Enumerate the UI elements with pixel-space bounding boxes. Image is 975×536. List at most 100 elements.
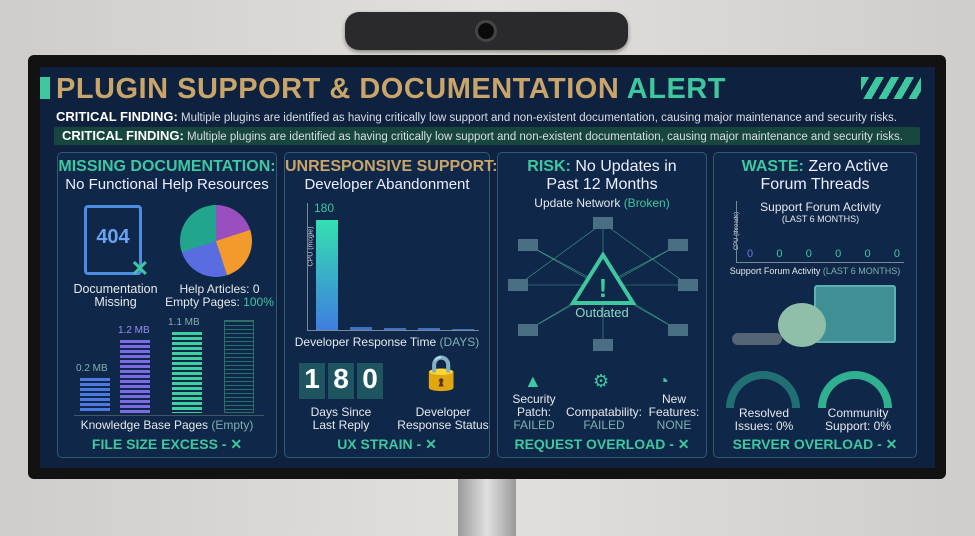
outdated-label: Outdated <box>575 305 629 320</box>
stat-line2: Features: <box>648 405 700 419</box>
xlabel-note: (LAST 6 MONTHS) <box>822 266 901 276</box>
resolved-gauge <box>726 371 800 408</box>
panel-heading-rest: Zero Active <box>808 158 889 175</box>
axis-note: (Empty) <box>211 418 254 432</box>
stack-label: 1.2 MB <box>118 325 150 336</box>
xlabel-text: Support Forum Activity <box>729 266 821 276</box>
status-label-line1: Developer <box>415 405 471 419</box>
counter-digit: 8 <box>328 363 354 399</box>
title-main: PLUGIN SUPPORT & DOCUMENTATION <box>56 73 620 105</box>
stat-features: New Features: NONE <box>644 393 704 432</box>
days-counter: 1 8 0 <box>299 363 383 399</box>
page-title: PLUGIN SUPPORT & DOCUMENTATION ALERT <box>56 73 726 106</box>
help-articles: Help Articles: 0 <box>179 282 260 296</box>
bar <box>418 328 440 330</box>
dust-cloud <box>732 333 782 345</box>
svg-text:!: ! <box>599 273 608 303</box>
plugin-network-icon: ⚙ <box>593 371 610 391</box>
stat-line1: Security <box>512 392 556 406</box>
panel-heading: MISSING DOCUMENTATION: <box>58 158 276 175</box>
doc-label-line1: Documentation <box>73 282 158 296</box>
forum-x-label: Support Forum Activity (LAST 6 MONTHS) <box>714 266 916 276</box>
status-label-line2: Response Status <box>397 418 489 432</box>
stat-value: NONE <box>656 418 692 432</box>
bar <box>316 220 338 330</box>
doc-label-line2: Missing <box>94 295 137 309</box>
value-label: 0 <box>776 248 783 260</box>
gauge-label-line2: Support: 0% <box>824 419 892 433</box>
gauge-label-line1: Community <box>827 406 889 420</box>
value-label: 0 <box>835 248 842 260</box>
bar <box>452 329 474 330</box>
panel-heading: RISK: <box>527 158 571 175</box>
doc-missing-label: Documentation Missing <box>68 283 163 309</box>
kb-axis-label: Knowledge Base Pages (Empty) <box>58 419 276 432</box>
update-network-diagram: ! <box>508 217 698 351</box>
panel-footer-status: UX STRAIN - ✕ <box>337 436 437 452</box>
bar <box>350 327 372 330</box>
panel-unresponsive-support: UNRESPONSIVE SUPPORT: Developer Abandonm… <box>284 152 498 458</box>
panel-heading-rest: No Updates in <box>575 158 677 175</box>
stack-label: 0.2 MB <box>76 363 108 374</box>
help-stats: Help Articles: 0 Empty Pages: 100% <box>162 283 277 309</box>
counter-digit: 0 <box>357 363 383 399</box>
days-label-line1: Days Since <box>310 405 372 419</box>
forum-activity-chart: Support Forum Activity (LAST 6 MONTHS) 0… <box>736 201 904 263</box>
webcam <box>345 12 628 50</box>
empty-pages-label: Empty Pages: <box>165 295 240 309</box>
dashboard-screen: PLUGIN SUPPORT & DOCUMENTATION ALERT CRI… <box>40 67 935 468</box>
gauge-label-line2: Issues: 0% <box>734 419 794 433</box>
document-404-icon: 404 ✕ <box>84 205 149 281</box>
stack-bar-empty <box>224 320 254 413</box>
doc-code: 404 <box>96 226 130 248</box>
critical-finding: CRITICAL FINDING: Multiple plugins are i… <box>56 109 897 124</box>
empty-pages-value: 100% <box>243 295 274 309</box>
decor-stripe <box>40 77 50 99</box>
stack-bar <box>120 340 150 413</box>
warning-icon <box>569 251 637 305</box>
panel-risk: RISK: No Updates in Past 12 Months Updat… <box>497 152 707 458</box>
browser-window-illustration <box>814 285 896 343</box>
critical-finding-banner: CRITICAL FINDING: Multiple plugins are i… <box>54 127 920 145</box>
stat-compatibility: Compatability: FAILED <box>562 406 646 432</box>
counter-digit: 1 <box>299 363 325 399</box>
gauge-label-line1: Resolved <box>738 406 790 420</box>
chart-subtitle: (LAST 6 MONTHS) <box>781 214 860 224</box>
locked-chair-icon: 🔒 <box>420 354 463 392</box>
critical-label: CRITICAL FINDING: <box>56 109 178 124</box>
chart-title: Support Forum Activity <box>760 200 881 214</box>
title-accent: ALERT <box>626 73 726 105</box>
network-label: Update Network <box>534 196 621 210</box>
days-label-line2: Last Reply <box>312 418 370 432</box>
warning-triangle-icon: ▲ <box>524 371 542 391</box>
panel-subheading: Developer Abandonment <box>304 176 470 193</box>
stat-line2: Compatability: <box>565 405 643 419</box>
response-time-chart: 180 <box>307 201 479 331</box>
axis-text: Knowledge Base Pages <box>80 418 209 432</box>
community-gauge <box>818 371 892 408</box>
panel-heading: UNRESPONSIVE SUPPORT: <box>285 158 498 175</box>
stat-security: Security Patch: FAILED <box>504 393 564 432</box>
panel-footer-status: REQUEST OVERLOAD - ✕ <box>514 436 690 452</box>
bar-value-label: 180 <box>314 201 335 215</box>
xlabel-unit: (DAYS) <box>439 335 480 349</box>
panel-waste: WASTE: Zero Active Forum Threads CPU (th… <box>713 152 917 458</box>
stat-line2: Patch: <box>516 405 552 419</box>
x-axis-label: Developer Response Time (DAYS) <box>285 336 489 349</box>
resolved-label: Resolved Issues: 0% <box>716 407 812 433</box>
stat-line1: New <box>661 392 686 406</box>
stack-bar <box>172 332 202 413</box>
panel-subheading: Past 12 Months <box>546 176 658 193</box>
critical-text: Multiple plugins are identified as havin… <box>181 112 897 124</box>
value-label: 0 <box>893 248 900 260</box>
bar <box>384 328 406 330</box>
monitor-stand <box>458 476 516 536</box>
decor-stripes <box>861 77 921 99</box>
panel-subheading: No Functional Help Resources <box>65 176 269 193</box>
value-label: 0 <box>864 248 871 260</box>
zero-values: 0 0 0 0 0 0 <box>747 248 900 260</box>
days-label: Days Since Last Reply <box>291 406 391 432</box>
stack-bar <box>80 378 110 413</box>
panel-footer-status: SERVER OVERLOAD - ✕ <box>732 436 898 452</box>
tumbleweed-illustration <box>778 303 826 347</box>
